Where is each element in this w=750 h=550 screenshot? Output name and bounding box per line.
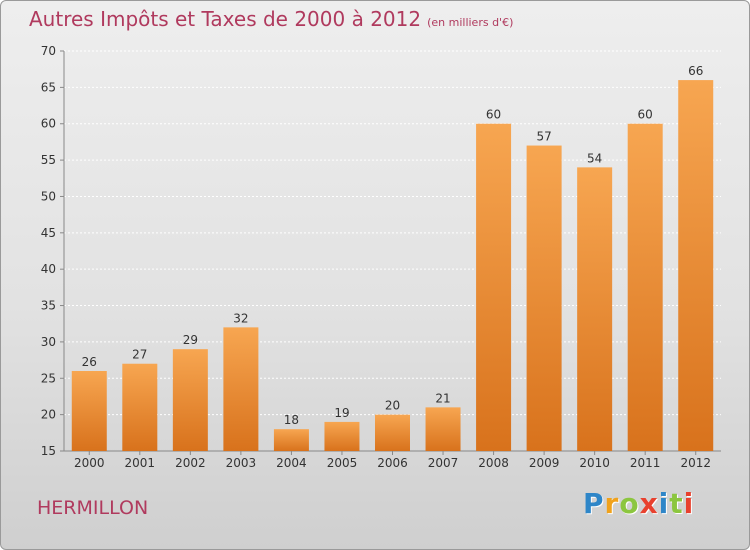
- bar: [223, 327, 259, 451]
- x-tick-label: 2012: [680, 456, 711, 470]
- grid-lines: [64, 50, 721, 452]
- x-tick-label: 2003: [226, 456, 257, 470]
- data-label: 21: [435, 391, 450, 405]
- y-tick-label: 30: [41, 335, 56, 349]
- chart-title: Autres Impôts et Taxes de 2000 à 2012 (en…: [29, 7, 513, 31]
- x-tick-label: 2009: [529, 456, 560, 470]
- x-tick-labels: 2000 2001 2002 2003 2004 2005 2006 2007 2008 2009…: [74, 456, 711, 470]
- bar: [273, 429, 309, 451]
- y-tick-label: 40: [41, 262, 56, 276]
- bar: [476, 123, 512, 452]
- chart-title-text: Autres Impôts et Taxes de 2000 à 2012: [29, 7, 422, 31]
- x-tick-label: 2005: [327, 456, 358, 470]
- logo-letter: r: [604, 487, 620, 520]
- data-label: 27: [132, 348, 147, 362]
- y-tick-label: 35: [41, 299, 56, 313]
- bar: [324, 421, 360, 451]
- data-label: 18: [284, 413, 299, 427]
- bar: [172, 349, 208, 451]
- bar: [425, 407, 461, 451]
- bars: [71, 80, 714, 452]
- data-label: 29: [183, 333, 198, 347]
- x-tick-label: 2004: [276, 456, 307, 470]
- logo-letter: t: [669, 487, 684, 520]
- y-tick-labels: 15 20 25 30 35 40 45 50 55 60 65 70: [41, 44, 56, 458]
- y-tick-label: 50: [41, 189, 56, 203]
- bar: [122, 363, 158, 451]
- logo-letter: P: [583, 487, 605, 520]
- x-tick-label: 2001: [125, 456, 156, 470]
- y-tick-label: 55: [41, 153, 56, 167]
- x-tick-label: 2011: [630, 456, 661, 470]
- x-tick-label: 2008: [478, 456, 509, 470]
- bar: [71, 371, 107, 451]
- data-labels: 26 27 29 32 18 19 20 21 60 57 54 60 66: [82, 64, 704, 427]
- axes: [60, 50, 721, 455]
- bar: [375, 414, 410, 451]
- commune-name: HERMILLON: [37, 497, 149, 519]
- data-label: 19: [334, 406, 349, 420]
- y-tick-label: 45: [41, 226, 56, 240]
- logo-letter: i: [658, 487, 670, 520]
- data-label: 26: [82, 355, 97, 369]
- bar: [678, 80, 714, 451]
- proxiti-logo: Proxiti: [583, 487, 694, 520]
- data-label: 60: [638, 108, 653, 122]
- data-label: 54: [587, 151, 602, 165]
- x-tick-label: 2007: [428, 456, 459, 470]
- y-tick-label: 70: [41, 44, 56, 58]
- y-tick-label: 65: [41, 80, 56, 94]
- y-tick-label: 60: [41, 117, 56, 131]
- x-tick-label: 2000: [74, 456, 105, 470]
- y-tick-label: 20: [41, 408, 56, 422]
- x-tick-label: 2010: [579, 456, 610, 470]
- data-label: 66: [688, 64, 703, 78]
- data-label: 60: [486, 108, 501, 122]
- x-tick-label: 2002: [175, 456, 206, 470]
- x-tick-label: 2006: [377, 456, 408, 470]
- logo-letter: i: [683, 487, 695, 520]
- chart-unit: (en milliers d'€): [427, 16, 514, 29]
- y-tick-label: 25: [41, 371, 56, 385]
- bar: [627, 123, 663, 452]
- bar: [526, 145, 562, 451]
- y-tick-label: 15: [41, 444, 56, 458]
- data-label: 57: [536, 130, 551, 144]
- bar: [577, 167, 613, 451]
- logo-letter: o: [619, 487, 640, 520]
- data-label: 20: [385, 399, 400, 413]
- logo-letter: x: [639, 487, 659, 520]
- data-label: 32: [233, 311, 248, 325]
